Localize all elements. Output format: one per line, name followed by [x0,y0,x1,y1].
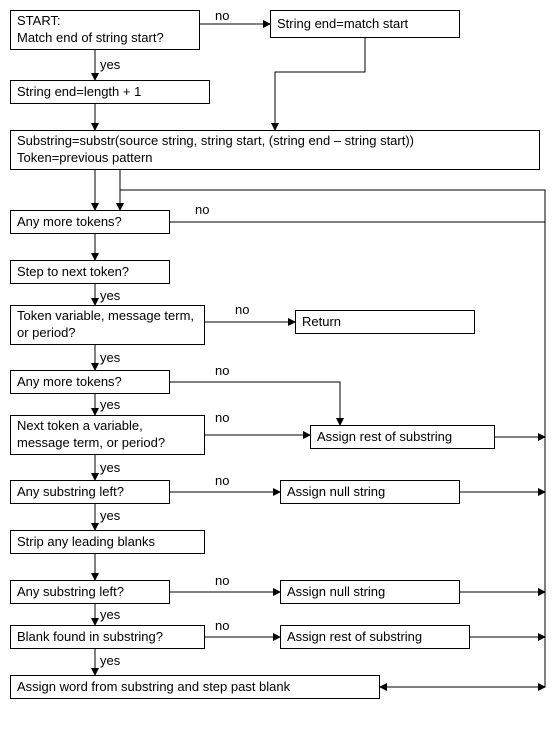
node-str-end-len: String end=length + 1 [10,80,210,104]
node-next-tok: Next token a variable, message term, or … [10,415,205,455]
label-anysub1-yes: yes [100,508,120,523]
label-start-yes: yes [100,57,120,72]
node-strip: Strip any leading blanks [10,530,205,554]
label-anymore2-no: no [215,363,229,378]
label-step-yes: yes [100,288,120,303]
node-str-end-ms: String end=match start [270,10,460,38]
label-blank-yes: yes [100,653,120,668]
node-assign-null-1: Assign null string [280,480,460,504]
node-any-more-2: Any more tokens? [10,370,170,394]
node-start: START:Match end of string start? [10,10,200,50]
label-tokvar-yes: yes [100,350,120,365]
label-anysub2-no: no [215,573,229,588]
label-tokvar-no: no [235,302,249,317]
node-step-next: Step to next token? [10,260,170,284]
node-assign-null-2: Assign null string [280,580,460,604]
label-nexttok-no: no [215,410,229,425]
label-blank-no: no [215,618,229,633]
node-substr: Substring=substr(source string, string s… [10,130,540,170]
node-assign-word: Assign word from substring and step past… [10,675,380,699]
node-assign-rest-1: Assign rest of substring [310,425,495,449]
node-return: Return [295,310,475,334]
label-nexttok-yes: yes [100,460,120,475]
label-anymore1-no: no [195,202,209,217]
label-start-no: no [215,8,229,23]
label-anysub2-yes: yes [100,607,120,622]
node-assign-rest-2: Assign rest of substring [280,625,470,649]
label-anymore2-yes: yes [100,397,120,412]
node-tok-var: Token variable, message term, or period? [10,305,205,345]
node-blank-found: Blank found in substring? [10,625,205,649]
label-anysub1-no: no [215,473,229,488]
node-any-sub-1: Any substring left? [10,480,170,504]
node-any-sub-2: Any substring left? [10,580,170,604]
node-any-more-1: Any more tokens? [10,210,170,234]
